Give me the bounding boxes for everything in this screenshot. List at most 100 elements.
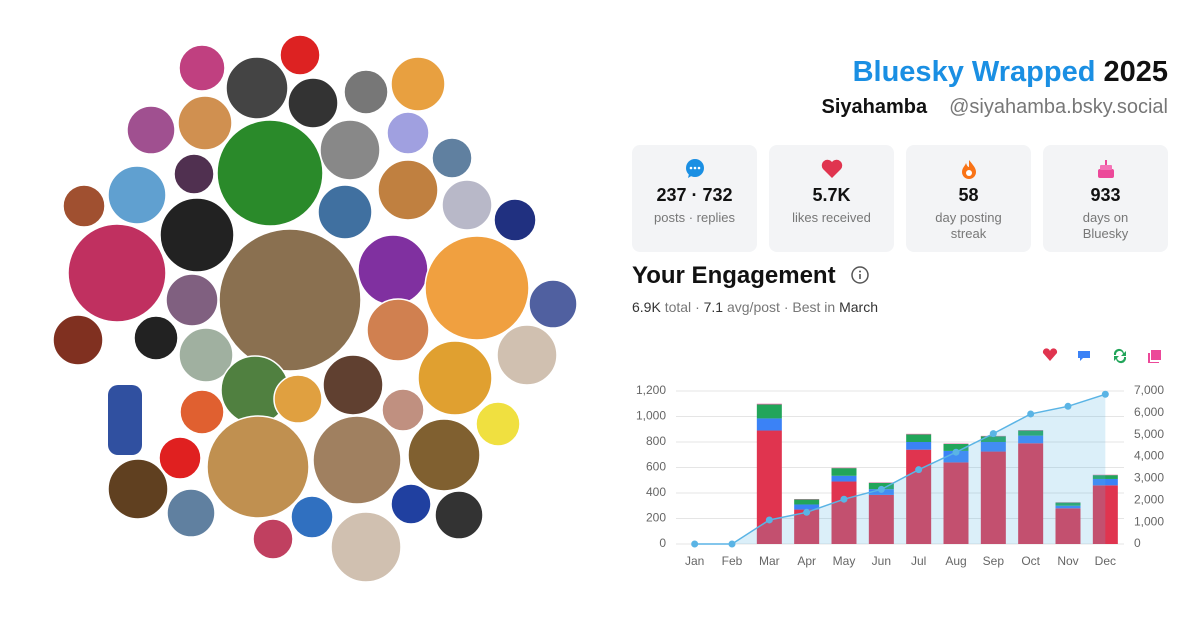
x-tick-label: Nov bbox=[1057, 554, 1078, 568]
avatar bbox=[107, 458, 169, 520]
avatar bbox=[390, 56, 446, 112]
x-tick-label: Sep bbox=[983, 554, 1005, 568]
display-name: Siyahamba bbox=[821, 96, 928, 118]
avatar bbox=[126, 105, 176, 155]
line-point bbox=[803, 508, 811, 516]
avatar bbox=[179, 389, 225, 435]
stat-card: 237 · 732 posts · replies bbox=[632, 145, 757, 252]
line-point bbox=[691, 540, 699, 548]
y2-tick-label: 7,000 bbox=[1134, 383, 1164, 397]
stat-value: 933 bbox=[1090, 185, 1121, 205]
avatar bbox=[312, 415, 402, 505]
bar-segment bbox=[906, 433, 932, 435]
bar-segment bbox=[756, 404, 782, 419]
area-fill bbox=[694, 394, 1106, 544]
bar-segment bbox=[756, 403, 782, 405]
bar-segment bbox=[831, 481, 857, 544]
year: 2025 bbox=[1103, 56, 1168, 88]
y-tick-label: 600 bbox=[646, 460, 666, 474]
line-point bbox=[1064, 402, 1072, 410]
bar-segment bbox=[1055, 502, 1081, 506]
avatar bbox=[216, 119, 324, 227]
legend-icon[interactable] bbox=[1113, 348, 1127, 364]
bar-segment bbox=[1055, 505, 1081, 509]
y-tick-label: 0 bbox=[659, 536, 666, 550]
legend-icon[interactable] bbox=[1148, 350, 1161, 363]
line-point bbox=[728, 540, 736, 548]
stat-label: posts · replies bbox=[654, 210, 735, 225]
avatar bbox=[67, 223, 167, 323]
avatar bbox=[390, 483, 432, 525]
best-label: Best in bbox=[792, 299, 836, 315]
legend-glyph bbox=[1148, 350, 1161, 363]
icon bbox=[961, 160, 976, 179]
avatar bbox=[475, 401, 521, 447]
bar-segment bbox=[1018, 443, 1044, 544]
stat-value: 5.7K bbox=[812, 185, 851, 205]
avatar bbox=[166, 488, 216, 538]
user: Siyahamba @siyahamba.bsky.social bbox=[821, 96, 1168, 119]
avatar bbox=[165, 273, 219, 327]
bar-segment bbox=[980, 436, 1006, 442]
avatar bbox=[279, 34, 321, 76]
line-point bbox=[952, 448, 960, 456]
line-point bbox=[1027, 410, 1035, 418]
avg: 7.1 bbox=[703, 299, 724, 315]
avatar bbox=[330, 511, 402, 583]
line-point bbox=[915, 466, 923, 474]
avg-label: avg/post bbox=[726, 299, 780, 315]
y-tick-label: 400 bbox=[646, 485, 666, 499]
info-icon[interactable] bbox=[850, 265, 870, 285]
y2-tick-label: 2,000 bbox=[1134, 492, 1164, 506]
legend-glyph bbox=[1078, 351, 1090, 361]
avatar bbox=[424, 235, 530, 341]
avatar bbox=[173, 153, 215, 195]
line-point bbox=[877, 485, 885, 493]
avatar bbox=[159, 197, 235, 273]
x-tick-label: Jun bbox=[872, 554, 891, 568]
x-tick-label: May bbox=[833, 554, 856, 568]
handle: @siyahamba.bsky.social bbox=[949, 96, 1168, 118]
x-tick-label: Jul bbox=[911, 554, 926, 568]
section-title-text: Your Engagement bbox=[632, 262, 836, 289]
avatar bbox=[177, 95, 233, 151]
stat-label: likes received bbox=[792, 210, 871, 225]
brand: Bluesky Wrapped bbox=[852, 56, 1096, 88]
separator: · bbox=[695, 299, 700, 315]
bar-segment bbox=[943, 462, 969, 544]
icon bbox=[685, 159, 704, 178]
y2-tick-label: 6,000 bbox=[1134, 405, 1164, 419]
stat-value: 58 bbox=[958, 185, 979, 205]
bar-segment bbox=[868, 494, 894, 544]
total: 6.9K bbox=[632, 299, 661, 315]
icon bbox=[821, 159, 842, 178]
avatar bbox=[434, 490, 484, 540]
y-tick-label: 1,200 bbox=[636, 383, 666, 397]
legend-icon[interactable] bbox=[1042, 348, 1058, 361]
avatar bbox=[431, 137, 473, 179]
avatar bbox=[528, 279, 578, 329]
legend-glyph bbox=[1113, 348, 1127, 364]
y-tick-label: 200 bbox=[646, 511, 666, 525]
avatar bbox=[493, 198, 537, 242]
legend-icon[interactable] bbox=[1078, 351, 1090, 361]
avatar bbox=[178, 44, 226, 92]
y2-tick-label: 5,000 bbox=[1134, 427, 1164, 441]
avatar bbox=[133, 315, 179, 361]
avatar bbox=[407, 418, 481, 492]
stat-card: 5.7K likes received bbox=[769, 145, 894, 252]
line-point bbox=[1101, 390, 1109, 398]
avatar bbox=[417, 340, 493, 416]
stat-card: 58 day posting streak bbox=[906, 145, 1031, 252]
avatar bbox=[218, 228, 362, 372]
avatar bbox=[290, 495, 334, 539]
avatar bbox=[386, 111, 430, 155]
mascot bbox=[108, 385, 142, 455]
icon bbox=[1097, 160, 1114, 178]
line-point bbox=[989, 430, 997, 438]
bar-segment bbox=[1018, 435, 1044, 444]
bar-segment bbox=[1092, 485, 1118, 544]
bar-segment bbox=[906, 434, 932, 442]
y2-tick-label: 3,000 bbox=[1134, 471, 1164, 485]
